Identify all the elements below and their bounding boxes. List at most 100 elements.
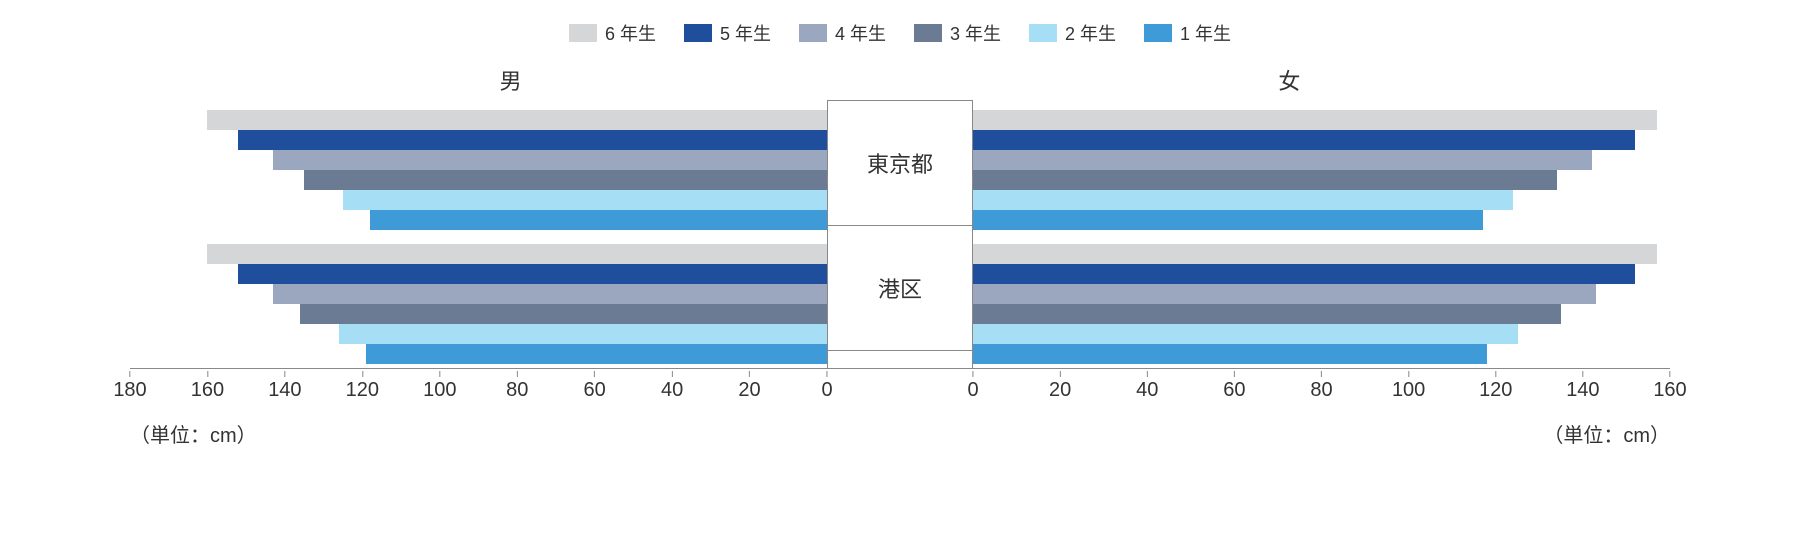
bar-g4 (273, 150, 827, 170)
bar-g4 (273, 284, 827, 304)
legend-swatch (1029, 24, 1057, 42)
butterfly-chart: 東京都 港区 (130, 100, 1670, 369)
axis-tick: 80 (506, 371, 528, 402)
legend-label: 3 年生 (950, 20, 1001, 46)
legend-item: 1 年生 (1144, 20, 1231, 46)
center-category-column: 東京都 港区 (827, 100, 973, 368)
bar-row (130, 110, 827, 130)
bar-g2 (343, 190, 827, 210)
bar-row (130, 324, 827, 344)
bar-row (973, 244, 1670, 264)
unit-label-left: （単位：cm） (130, 419, 257, 448)
category-minato: 港区 (828, 225, 972, 350)
side-headers: 男 女 (130, 64, 1670, 94)
chart-left-male (130, 100, 827, 368)
legend-item: 2 年生 (1029, 20, 1116, 46)
bar-row (973, 304, 1670, 324)
bar-row (130, 130, 827, 150)
bar-g6 (207, 110, 827, 130)
bar-g5 (238, 264, 827, 284)
axis-tick: 0 (967, 371, 978, 402)
axis-tick: 160 (191, 371, 224, 402)
legend-swatch (1144, 24, 1172, 42)
axis-tick: 0 (821, 371, 832, 402)
axis-tick: 100 (1392, 371, 1425, 402)
bar-row (973, 210, 1670, 230)
bar-row (973, 264, 1670, 284)
bar-g3 (300, 304, 827, 324)
bar-g4 (973, 284, 1596, 304)
axis-tick: 180 (113, 371, 146, 402)
bar-row (130, 170, 827, 190)
legend-swatch (799, 24, 827, 42)
bar-row (130, 190, 827, 210)
axis-tick: 120 (1479, 371, 1512, 402)
legend-swatch (914, 24, 942, 42)
bar-g6 (207, 244, 827, 264)
header-male: 男 (500, 64, 522, 96)
axis-tick: 60 (584, 371, 606, 402)
bar-row (973, 170, 1670, 190)
bar-g2 (339, 324, 827, 344)
bar-row (973, 324, 1670, 344)
legend-swatch (684, 24, 712, 42)
legend-item: 5 年生 (684, 20, 771, 46)
axis-tick: 60 (1223, 371, 1245, 402)
bar-row (973, 110, 1670, 130)
legend-item: 6 年生 (569, 20, 656, 46)
legend-item: 3 年生 (914, 20, 1001, 46)
axis-tick: 20 (1049, 371, 1071, 402)
legend-item: 4 年生 (799, 20, 886, 46)
bar-g1 (366, 344, 827, 364)
x-axis: 180160140120100806040200 020406080100120… (130, 371, 1670, 405)
group-tokyo-female (973, 100, 1670, 234)
legend-label: 5 年生 (720, 20, 771, 46)
bar-g3 (973, 304, 1561, 324)
bar-g3 (304, 170, 827, 190)
unit-labels: （単位：cm） （単位：cm） (130, 419, 1670, 448)
legend-label: 6 年生 (605, 20, 656, 46)
bar-row (973, 130, 1670, 150)
bar-row (130, 344, 827, 364)
bar-g5 (973, 264, 1635, 284)
bar-row (130, 210, 827, 230)
unit-label-right: （単位：cm） (1543, 419, 1670, 448)
axis-tick: 40 (661, 371, 683, 402)
bar-row (130, 304, 827, 324)
axis-tick: 160 (1653, 371, 1686, 402)
group-minato-female (973, 234, 1670, 368)
legend: 6 年生 5 年生 4 年生 3 年生 2 年生 1 年生 (130, 20, 1670, 46)
bar-g6 (973, 110, 1657, 130)
bar-g2 (973, 190, 1513, 210)
bar-g2 (973, 324, 1518, 344)
group-minato-male (130, 234, 827, 368)
x-axis-right: 020406080100120140160 (973, 371, 1670, 405)
bar-row (973, 150, 1670, 170)
bar-row (973, 190, 1670, 210)
chart-right-female (973, 100, 1670, 368)
bar-g5 (238, 130, 827, 150)
legend-swatch (569, 24, 597, 42)
category-tokyo: 東京都 (828, 101, 972, 225)
x-axis-center-gap (827, 371, 973, 405)
bar-g1 (370, 210, 827, 230)
bar-g4 (973, 150, 1592, 170)
legend-label: 4 年生 (835, 20, 886, 46)
center-spacer (828, 350, 972, 368)
bar-g6 (973, 244, 1657, 264)
bar-row (130, 244, 827, 264)
legend-label: 2 年生 (1065, 20, 1116, 46)
bar-row (130, 284, 827, 304)
bar-g3 (973, 170, 1557, 190)
bar-row (130, 150, 827, 170)
legend-label: 1 年生 (1180, 20, 1231, 46)
axis-tick: 20 (738, 371, 760, 402)
axis-tick: 40 (1136, 371, 1158, 402)
x-axis-left: 180160140120100806040200 (130, 371, 827, 405)
group-tokyo-male (130, 100, 827, 234)
bar-row (973, 284, 1670, 304)
bar-row (973, 344, 1670, 364)
bar-row (130, 264, 827, 284)
axis-tick: 140 (268, 371, 301, 402)
axis-tick: 80 (1310, 371, 1332, 402)
